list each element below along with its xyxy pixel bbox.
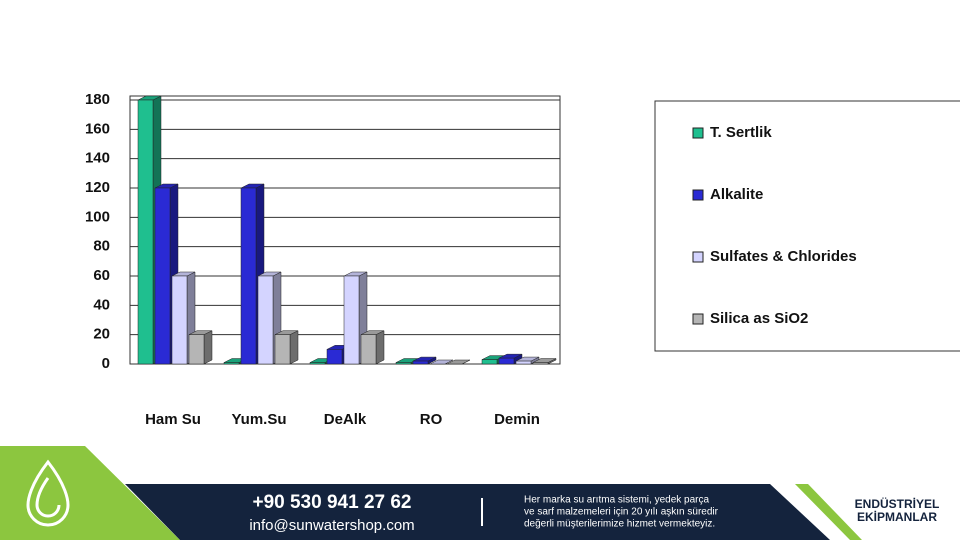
x-tick-label: Ham Su <box>145 411 201 428</box>
legend-box <box>654 100 960 352</box>
bar <box>223 362 240 365</box>
bar <box>309 362 326 365</box>
brand: ENDÜSTRİYEL <box>855 496 940 511</box>
footer-white <box>808 484 960 540</box>
bar <box>257 275 274 365</box>
logo <box>26 459 70 527</box>
y-tick-label: 80 <box>93 238 110 255</box>
legend-label: T. Sertlik <box>710 124 772 141</box>
bar <box>171 275 188 365</box>
footer-text: Her marka su arıtma sistemi, yedek parça <box>524 495 709 506</box>
y-tick-label: 60 <box>93 267 110 284</box>
footer-text: ve sarf malzemeleri için 20 yılı aşkın s… <box>524 507 719 518</box>
legend-swatch <box>692 127 704 139</box>
x-tick-label: DeAlk <box>324 411 367 428</box>
legend-label: Alkalite <box>710 186 763 203</box>
bar <box>395 362 412 365</box>
bar <box>498 357 515 365</box>
x-tick-label: Demin <box>494 411 540 428</box>
x-tick-label: Yum.Su <box>231 411 286 428</box>
y-tick-label: 0 <box>102 355 110 372</box>
y-tick-label: 160 <box>85 120 110 137</box>
y-tick-label: 120 <box>85 179 110 196</box>
bar <box>515 360 532 365</box>
email: info@sunwatershop.com <box>249 517 414 534</box>
bar <box>137 99 154 365</box>
bar-side <box>203 330 213 365</box>
y-tick-label: 20 <box>93 326 110 343</box>
legend-swatch <box>692 251 704 263</box>
bar <box>412 360 429 365</box>
bar <box>240 187 257 365</box>
legend-label: Sulfates & Chlorides <box>710 248 857 265</box>
bar-top <box>429 359 454 365</box>
legend-label: Silica as SiO2 <box>710 310 808 327</box>
bar <box>532 362 549 365</box>
y-tick-label: 40 <box>93 296 110 313</box>
y-tick-label: 140 <box>85 150 110 167</box>
bar <box>343 275 360 365</box>
bar <box>188 334 205 365</box>
bar <box>481 359 498 365</box>
bar <box>274 334 291 365</box>
x-tick-label: RO <box>420 411 443 428</box>
bar <box>360 334 377 365</box>
y-tick-label: 180 <box>85 91 110 108</box>
bar-side <box>289 330 299 365</box>
legend-swatch <box>692 189 704 201</box>
footer-text: değerli müşterilerimize hizmet vermektey… <box>524 519 715 530</box>
phone: +90 530 941 27 62 <box>252 492 411 513</box>
y-tick-label: 100 <box>85 208 110 225</box>
bar <box>154 187 171 365</box>
brand: EKİPMANLAR <box>857 509 937 524</box>
bar-side <box>375 330 385 365</box>
bar <box>326 349 343 365</box>
footer-band <box>125 484 830 540</box>
legend-swatch <box>692 313 704 325</box>
bar-top <box>446 359 471 365</box>
